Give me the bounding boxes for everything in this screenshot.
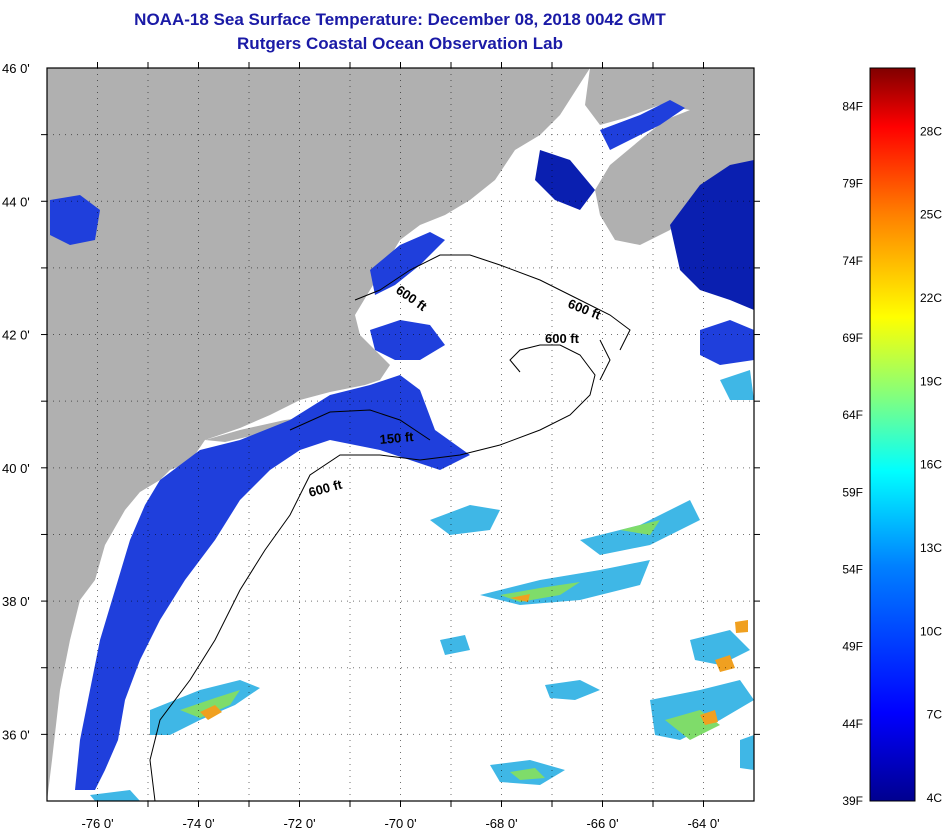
colorbar-f-label: 49F	[842, 640, 863, 654]
sst-offshore-patches	[90, 370, 754, 801]
colorbar-c-label: 22C	[920, 291, 942, 305]
sst-warm-spot-hatteras	[200, 705, 222, 720]
latitude-labels: 46 0' 44 0' 42 0' 40 0' 38 0' 36 0'	[2, 61, 30, 742]
lon-label: -70 0'	[384, 816, 416, 831]
colorbar-fahrenheit-labels: 84F 79F 74F 69F 64F 59F 54F 49F 44F 39F	[842, 100, 863, 808]
contour-label: 150 ft	[379, 429, 415, 447]
lon-label: -76 0'	[81, 816, 113, 831]
colorbar-c-label: 7C	[927, 708, 943, 722]
sst-cold-ns-coast	[535, 150, 595, 210]
colorbar-c-label: 16C	[920, 458, 942, 472]
lon-label: -66 0'	[586, 816, 618, 831]
lat-label: 42 0'	[2, 328, 30, 343]
land-mainland	[47, 68, 590, 801]
lon-label: -72 0'	[283, 816, 315, 831]
colorbar-c-label: 25C	[920, 208, 942, 222]
colorbar-f-label: 74F	[842, 254, 863, 268]
graticule	[47, 68, 754, 801]
colorbar-c-label: 10C	[920, 624, 942, 638]
lat-label: 44 0'	[2, 194, 30, 209]
lat-label: 40 0'	[2, 461, 30, 476]
sst-gulfstream-core	[180, 690, 240, 718]
colorbar-f-label: 69F	[842, 331, 863, 345]
land-maritimes	[585, 68, 754, 245]
colorbar-f-label: 79F	[842, 177, 863, 191]
colorbar-f-label: 84F	[842, 100, 863, 114]
colorbar-c-label: 13C	[920, 541, 942, 555]
lon-label: -68 0'	[485, 816, 517, 831]
contour-label: 600 ft	[545, 331, 580, 346]
map-title: NOAA-18 Sea Surface Temperature: Decembe…	[134, 10, 666, 29]
lat-label: 46 0'	[2, 61, 30, 76]
map-panel	[47, 68, 754, 801]
sst-cold-bay-of-fundy	[600, 100, 685, 150]
sst-cold-coastal	[75, 375, 470, 790]
sst-cold-nantucket	[370, 320, 445, 360]
colorbar-c-label: 4C	[927, 791, 943, 805]
sst-cold-scotian-shelf	[670, 160, 754, 310]
colorbar-f-label: 39F	[842, 794, 863, 808]
lat-label: 36 0'	[2, 727, 30, 742]
colorbar-c-label: 28C	[920, 124, 942, 138]
colorbar-f-label: 54F	[842, 563, 863, 577]
colorbar-c-label: 19C	[920, 374, 942, 388]
land-long-island	[205, 418, 300, 442]
lat-label: 38 0'	[2, 594, 30, 609]
colorbar-f-label: 64F	[842, 408, 863, 422]
lon-label: -74 0'	[182, 816, 214, 831]
colorbar	[869, 67, 916, 802]
map-subtitle: Rutgers Coastal Ocean Observation Lab	[237, 34, 563, 53]
lon-label: -64 0'	[687, 816, 719, 831]
axis-ticks	[41, 62, 760, 807]
bathymetry-contours	[149, 254, 631, 801]
colorbar-f-label: 59F	[842, 485, 863, 499]
sst-east-patch	[700, 320, 754, 365]
colorbar-f-label: 44F	[842, 717, 863, 731]
sst-cold-west-maine	[50, 195, 100, 245]
sst-cold-gulf-of-maine	[370, 232, 445, 295]
longitude-labels: -76 0' -74 0' -72 0' -70 0' -68 0' -66 0' -64 …	[81, 816, 719, 831]
colorbar-celsius-labels: 28C 25C 22C 19C 16C 13C 10C 7C 4C	[920, 124, 942, 805]
